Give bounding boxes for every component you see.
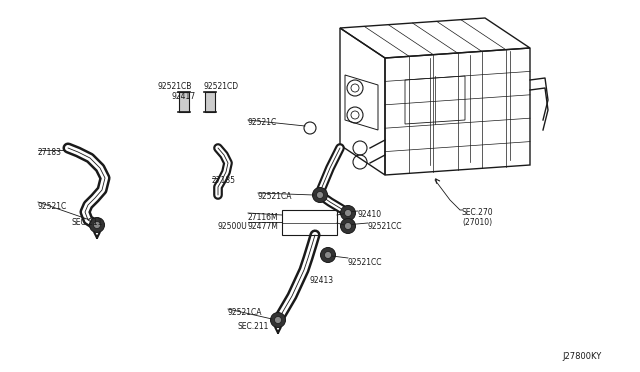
Text: 92413: 92413 <box>310 276 334 285</box>
Text: 92521C: 92521C <box>248 118 277 127</box>
Circle shape <box>93 221 100 228</box>
Text: 92521CA: 92521CA <box>228 308 262 317</box>
Bar <box>282 210 337 235</box>
Bar <box>179 92 189 112</box>
Text: 92521CB: 92521CB <box>157 82 191 91</box>
Text: 92521CC: 92521CC <box>368 222 403 231</box>
Text: 92500U: 92500U <box>218 222 248 231</box>
Text: 92477M: 92477M <box>248 222 279 231</box>
Text: 92521CD: 92521CD <box>204 82 239 91</box>
Text: 27116M: 27116M <box>248 213 278 222</box>
Circle shape <box>340 205 355 221</box>
Text: SEC.211: SEC.211 <box>238 322 269 331</box>
Circle shape <box>340 218 355 234</box>
Circle shape <box>324 251 332 259</box>
Circle shape <box>312 187 328 202</box>
Circle shape <box>321 247 335 263</box>
Bar <box>205 92 215 112</box>
Text: J27800KY: J27800KY <box>562 352 601 361</box>
Circle shape <box>344 222 351 230</box>
Text: 92521C: 92521C <box>38 202 67 211</box>
Circle shape <box>344 209 351 217</box>
Text: (27010): (27010) <box>462 218 492 227</box>
Circle shape <box>275 317 282 324</box>
Text: 92521CC: 92521CC <box>348 258 383 267</box>
Text: 92521CA: 92521CA <box>258 192 292 201</box>
Text: SEC.270: SEC.270 <box>462 208 493 217</box>
Text: SEC.211: SEC.211 <box>72 218 104 227</box>
Text: 27183: 27183 <box>38 148 62 157</box>
Circle shape <box>90 218 104 232</box>
Text: 92417: 92417 <box>171 92 195 101</box>
Circle shape <box>317 192 323 199</box>
Circle shape <box>271 312 285 327</box>
Text: 27185: 27185 <box>212 176 236 185</box>
Text: 92410: 92410 <box>358 210 382 219</box>
